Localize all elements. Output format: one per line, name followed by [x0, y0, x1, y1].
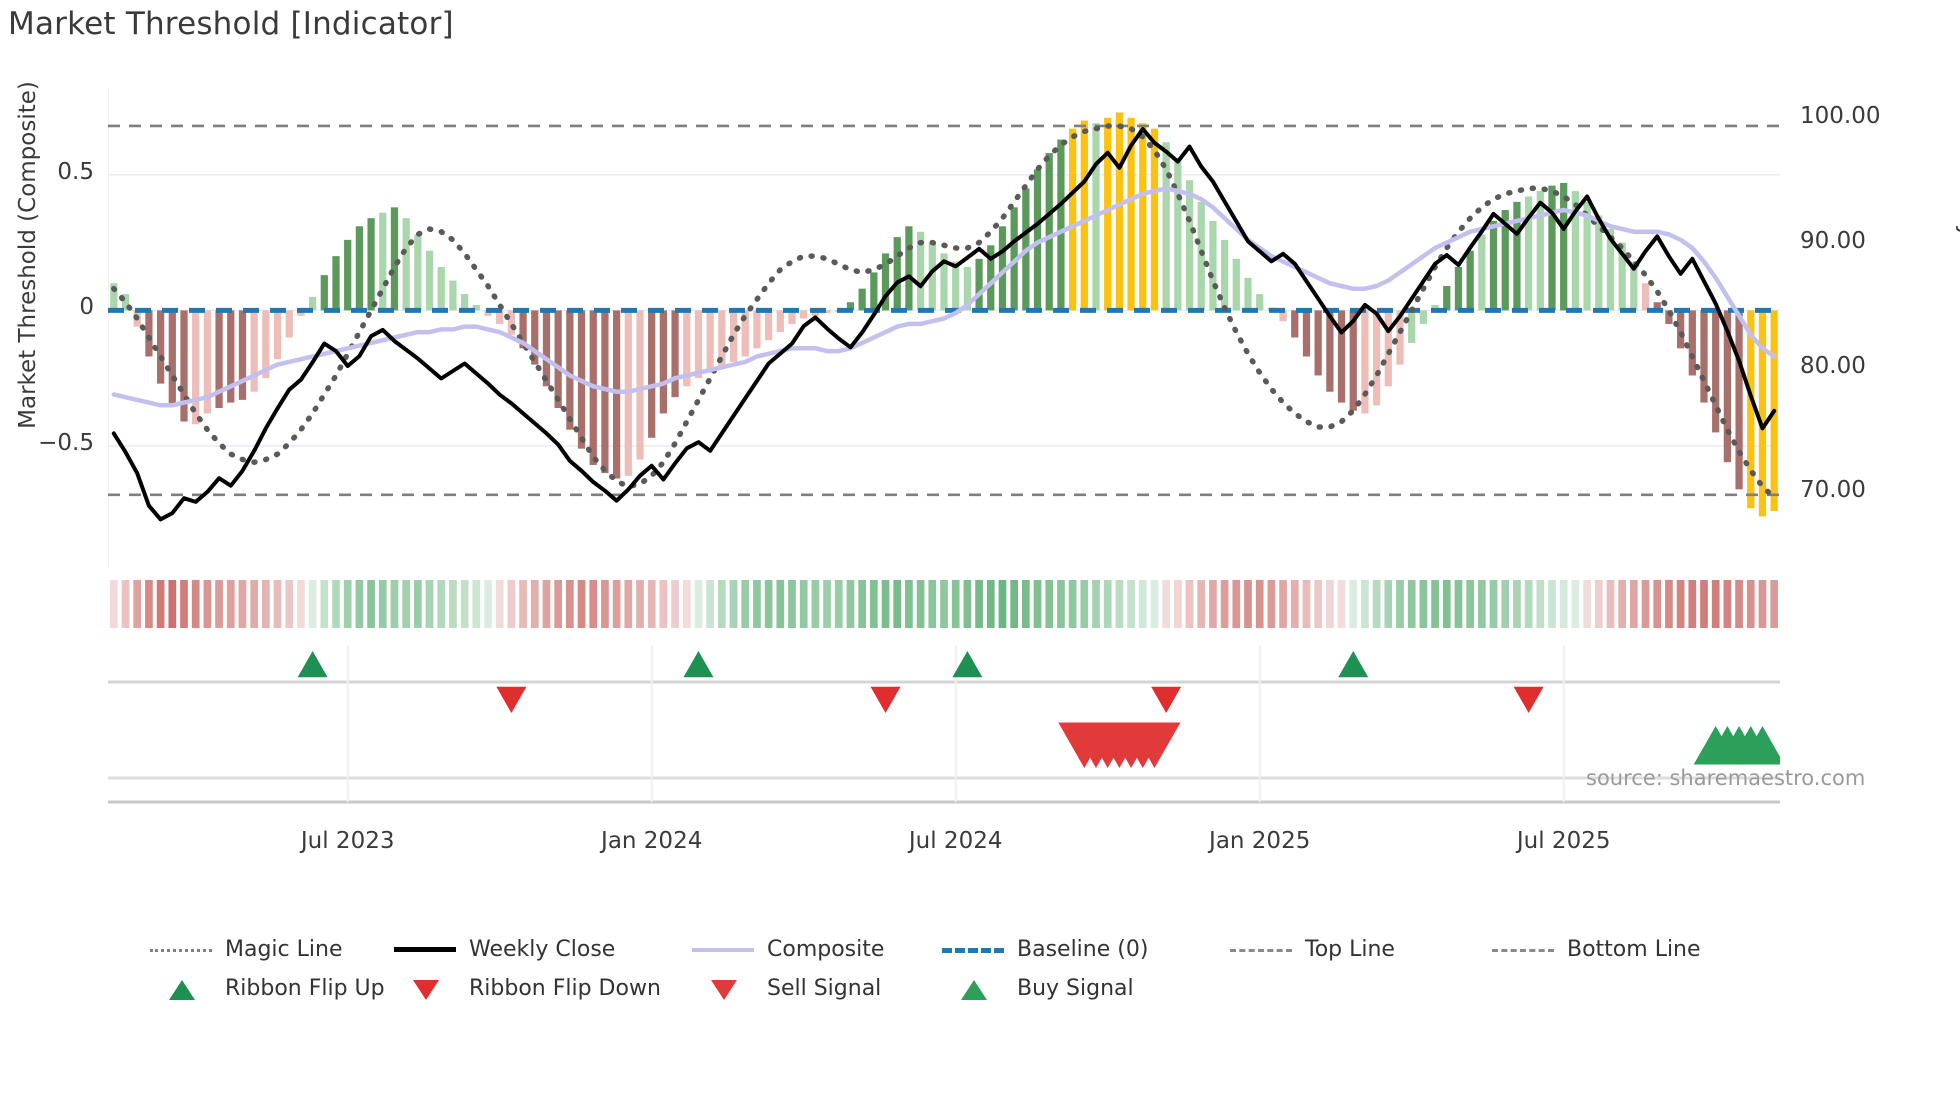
legend-label: Ribbon Flip Down	[469, 976, 661, 1001]
legend-item-bottom-line[interactable]: Bottom Line	[1492, 937, 1701, 962]
legend-label: Buy Signal	[1017, 976, 1134, 1001]
legend-label: Composite	[767, 937, 885, 962]
y-axis-left-label: Market Threshold (Composite)	[15, 81, 41, 429]
signal-marker-panel	[108, 646, 1780, 804]
ribbon-heatmap-panel	[108, 578, 1780, 630]
legend-label: Ribbon Flip Up	[225, 976, 385, 1001]
page-title: Market Threshold [Indicator]	[8, 6, 454, 42]
main-indicator-plot	[108, 88, 1780, 568]
sell-triangle-down-icon	[692, 978, 754, 1000]
triangle-down-icon	[394, 978, 456, 1000]
triangle-up-icon	[150, 978, 212, 1000]
source-attribution: source: sharemaestro.com	[1586, 766, 1866, 790]
legend-row-2: Ribbon Flip Up Ribbon Flip Down Sell Sig…	[150, 969, 1910, 1008]
x-tick-4: Jul 2025	[1516, 828, 1611, 854]
legend-item-composite[interactable]: Composite	[692, 937, 942, 962]
legend-label: Baseline (0)	[1017, 937, 1149, 962]
legend-item-top-line[interactable]: Top Line	[1230, 937, 1492, 962]
y-tick-right-1: 90.00	[1800, 227, 1866, 254]
weekly-close-line-icon	[394, 939, 456, 961]
legend-label: Bottom Line	[1567, 937, 1701, 962]
x-tick-1: Jan 2024	[601, 828, 703, 854]
legend-label: Magic Line	[225, 937, 343, 962]
y-tick-left-2: −0.5	[38, 429, 94, 456]
x-tick-3: Jan 2025	[1209, 828, 1311, 854]
x-tick-2: Jul 2024	[908, 828, 1003, 854]
x-tick-0: Jul 2023	[300, 828, 395, 854]
chart-legend: Magic Line Weekly Close Composite Baseli…	[150, 930, 1910, 1008]
legend-item-magic-line[interactable]: Magic Line	[150, 937, 394, 962]
baseline-line-icon	[942, 939, 1004, 961]
legend-label: Weekly Close	[469, 937, 616, 962]
legend-item-sell-signal[interactable]: Sell Signal	[692, 976, 942, 1001]
buy-triangle-up-icon	[942, 978, 1004, 1000]
legend-row-1: Magic Line Weekly Close Composite Baseli…	[150, 930, 1910, 969]
magic-line-icon	[150, 939, 212, 961]
y-axis-right-label: Weekly Close Price	[1955, 154, 1960, 372]
legend-item-ribbon-flip-up[interactable]: Ribbon Flip Up	[150, 976, 394, 1001]
y-tick-right-3: 70.00	[1800, 477, 1866, 504]
y-tick-right-2: 80.00	[1800, 352, 1866, 379]
y-tick-right-0: 100.00	[1800, 103, 1881, 130]
legend-label: Sell Signal	[767, 976, 882, 1001]
legend-item-ribbon-flip-down[interactable]: Ribbon Flip Down	[394, 976, 692, 1001]
legend-label: Top Line	[1305, 937, 1395, 962]
bottom-line-icon	[1492, 939, 1554, 961]
legend-item-baseline[interactable]: Baseline (0)	[942, 937, 1230, 962]
top-line-icon	[1230, 939, 1292, 961]
composite-line-icon	[692, 939, 754, 961]
legend-item-buy-signal[interactable]: Buy Signal	[942, 976, 1134, 1001]
y-tick-left-1: 0	[79, 294, 94, 321]
legend-item-weekly-close[interactable]: Weekly Close	[394, 937, 692, 962]
y-tick-left-0: 0.5	[57, 158, 94, 185]
